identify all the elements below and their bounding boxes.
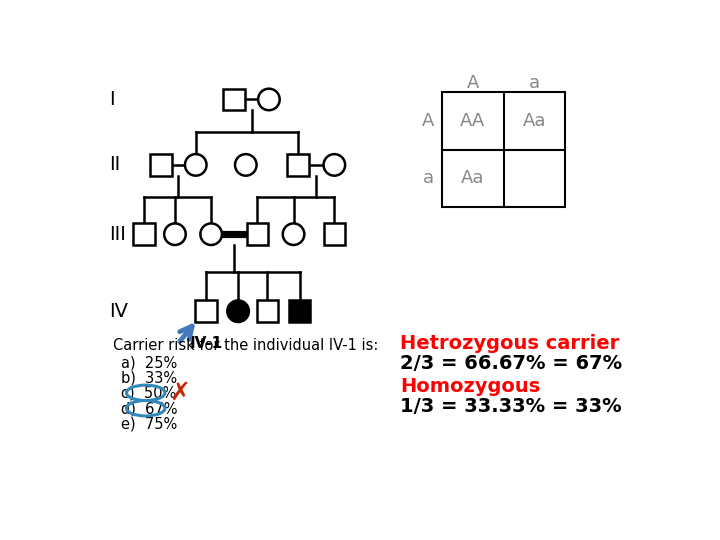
Bar: [287, 154, 309, 176]
Circle shape: [228, 300, 249, 322]
Text: e)  75%: e) 75%: [121, 417, 177, 431]
Text: II: II: [109, 156, 120, 174]
Text: A: A: [467, 73, 479, 91]
Text: A: A: [422, 112, 434, 130]
Text: b)  33%: b) 33%: [121, 370, 177, 386]
Bar: [223, 89, 245, 110]
Text: 2/3 = 66.67% = 67%: 2/3 = 66.67% = 67%: [400, 354, 622, 373]
Text: a: a: [423, 170, 434, 187]
Bar: [133, 224, 155, 245]
Bar: [150, 154, 172, 176]
Circle shape: [283, 224, 305, 245]
Text: 1/3 = 33.33% = 33%: 1/3 = 33.33% = 33%: [400, 397, 621, 416]
Text: Aa: Aa: [523, 112, 546, 130]
Circle shape: [200, 224, 222, 245]
Bar: [323, 224, 345, 245]
Text: a)  25%: a) 25%: [121, 355, 177, 370]
Bar: [256, 300, 278, 322]
Text: Carrier risk for the individual IV-1 is:: Carrier risk for the individual IV-1 is:: [113, 338, 379, 353]
Text: IV: IV: [109, 302, 127, 321]
Circle shape: [185, 154, 207, 176]
Bar: [289, 300, 310, 322]
Bar: [442, 92, 565, 207]
Circle shape: [258, 89, 279, 110]
Text: ✗: ✗: [168, 381, 190, 405]
Circle shape: [164, 224, 186, 245]
Text: Hetrozygous carrier: Hetrozygous carrier: [400, 334, 619, 353]
Text: c)  50%: c) 50%: [121, 386, 176, 401]
Text: IV-1: IV-1: [189, 336, 222, 351]
Text: III: III: [109, 225, 125, 244]
Text: I: I: [109, 90, 114, 109]
Circle shape: [323, 154, 345, 176]
Text: Homozygous: Homozygous: [400, 377, 540, 396]
Bar: [195, 300, 217, 322]
Text: Aa: Aa: [462, 170, 485, 187]
Text: AA: AA: [460, 112, 485, 130]
Text: a: a: [529, 73, 540, 91]
Circle shape: [235, 154, 256, 176]
Text: d)  67%: d) 67%: [121, 401, 178, 416]
Bar: [246, 224, 268, 245]
